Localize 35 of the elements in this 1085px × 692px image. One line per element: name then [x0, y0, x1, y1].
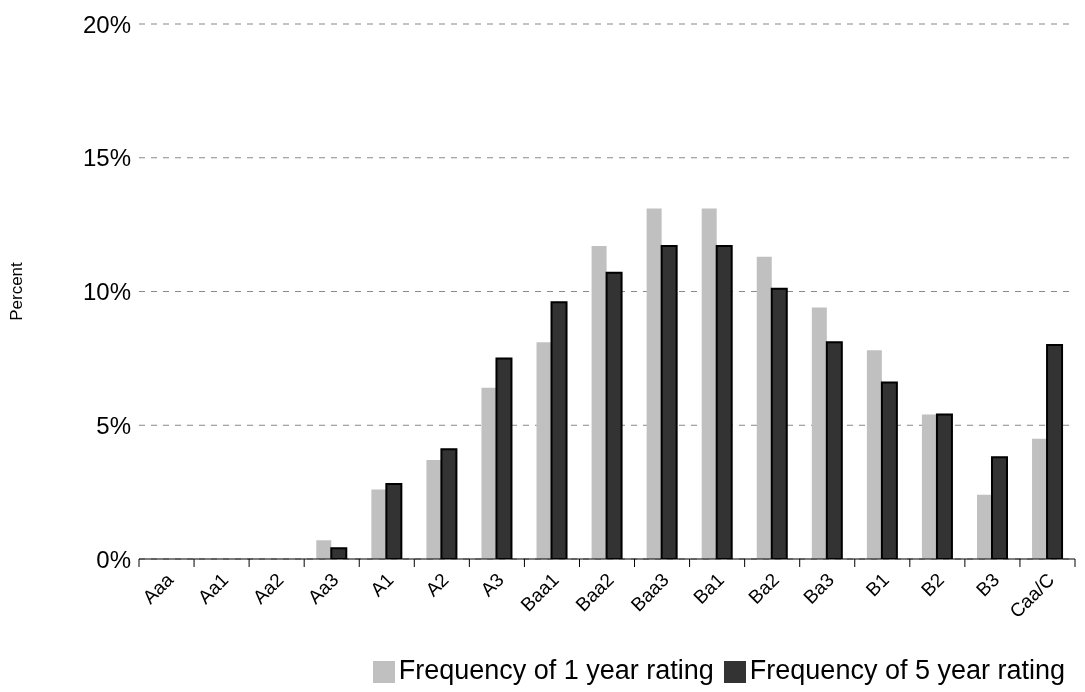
legend-label: Frequency of 5 year rating: [749, 655, 1065, 685]
bar: [977, 494, 992, 559]
bar: [591, 246, 607, 559]
x-tick-label: Ba1: [689, 568, 728, 608]
bar: [1032, 438, 1048, 559]
bar: [371, 489, 387, 559]
x-tick-label: B3: [971, 568, 1004, 601]
x-tick-label: A3: [476, 568, 508, 601]
y-tick-label: 0%: [96, 545, 131, 573]
y-tick-label: 10%: [82, 278, 131, 306]
bar: [811, 307, 827, 559]
x-tick-label: Aa2: [248, 568, 288, 608]
bar: [921, 414, 937, 559]
x-tick-label: Aaa: [138, 568, 178, 608]
x-tick-label: Aa1: [193, 568, 233, 608]
bar: [316, 540, 332, 559]
bar: [646, 208, 662, 559]
y-tick-label: 15%: [82, 144, 131, 172]
bar: [426, 460, 442, 559]
y-axis-title: Percent: [7, 261, 27, 321]
x-tick-label: Ba2: [744, 568, 783, 608]
bar: [481, 387, 497, 559]
x-tick-label: Ba3: [799, 568, 839, 608]
x-tick-label: A1: [366, 568, 398, 601]
y-tick-label: 20%: [82, 10, 131, 38]
legend-label: Frequency of 1 year rating: [398, 655, 714, 685]
bar: [701, 208, 717, 559]
x-tick-label: Aa3: [303, 568, 343, 608]
bar: [756, 256, 772, 559]
y-tick-label: 5%: [96, 411, 131, 439]
x-tick-label: B2: [916, 568, 949, 601]
x-tick-label: A2: [421, 568, 453, 601]
bar: [866, 350, 882, 559]
x-tick-label: B1: [861, 568, 894, 601]
bar: [536, 342, 552, 559]
